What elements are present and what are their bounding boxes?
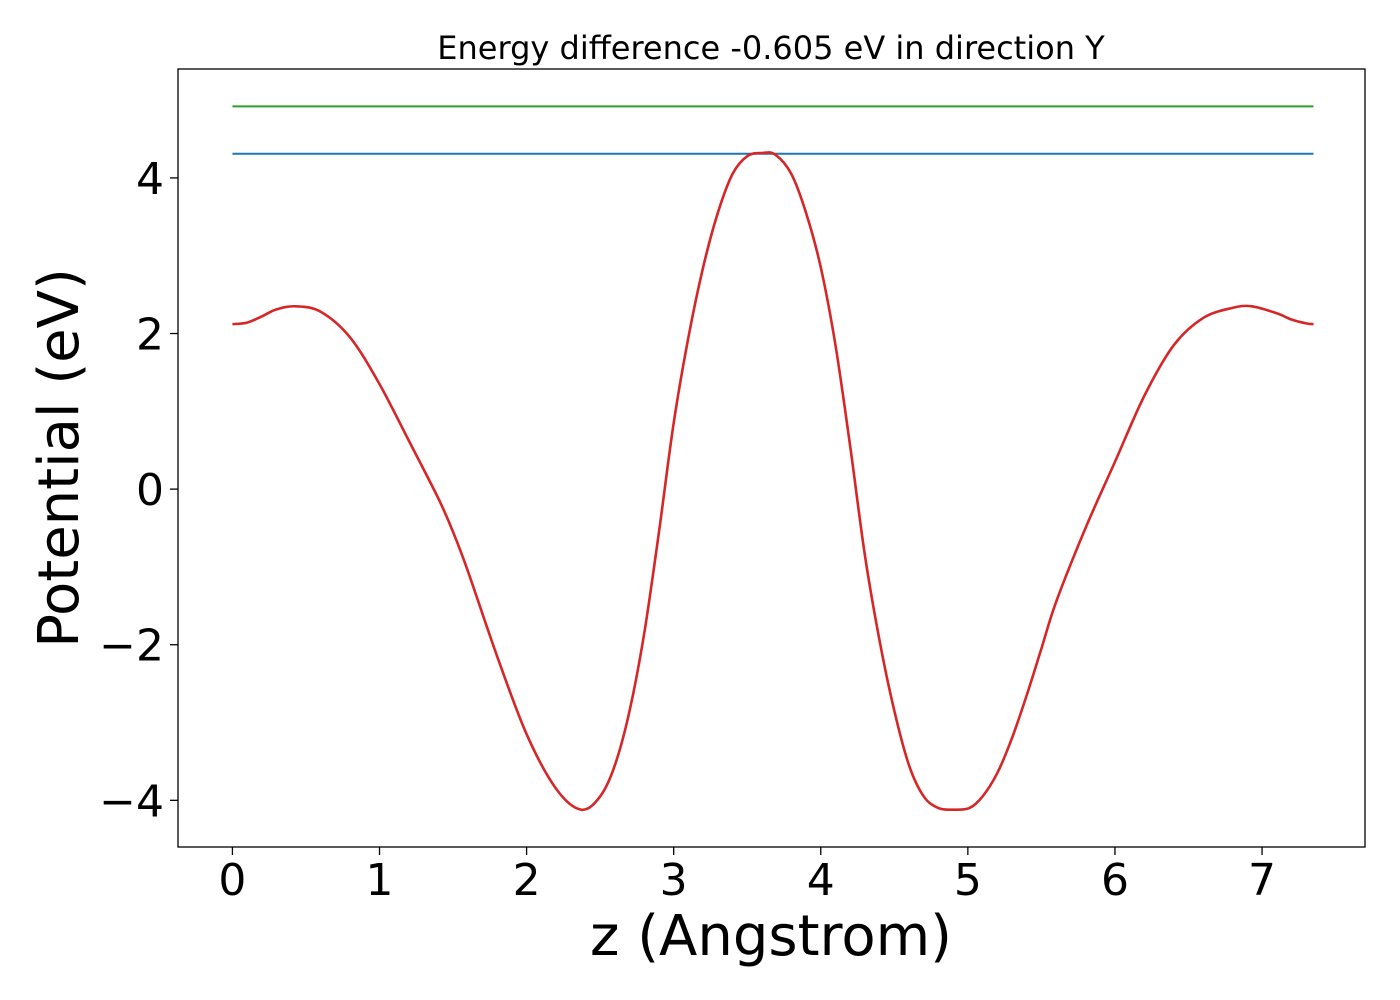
chart-title: Energy difference -0.605 eV in direction… [437, 29, 1105, 67]
x-tick-label: 5 [954, 855, 982, 906]
x-tick-label: 1 [366, 855, 394, 906]
y-axis-ticks: −4 −2 0 2 4 [99, 154, 178, 827]
y-axis-label: Potential (eV) [27, 268, 92, 648]
x-tick-label: 6 [1101, 855, 1129, 906]
plot-frame [177, 68, 1366, 848]
x-tick-label: 3 [660, 855, 688, 906]
series-line-potential [232, 151, 1314, 812]
x-tick-label: 4 [807, 855, 835, 906]
y-tick-label: 2 [136, 310, 164, 361]
x-axis-ticks: 0 1 2 3 4 5 6 7 [218, 847, 1276, 906]
x-tick-label: 7 [1248, 855, 1276, 906]
y-tick-label: −4 [99, 776, 164, 827]
y-tick-label: −2 [99, 621, 164, 672]
x-axis-label: z (Angstrom) [590, 904, 952, 969]
y-tick-label: 0 [136, 465, 164, 516]
series-layer [232, 105, 1314, 812]
x-tick-label: 0 [218, 855, 246, 906]
x-tick-label: 2 [513, 855, 541, 906]
y-tick-label: 4 [136, 154, 164, 205]
